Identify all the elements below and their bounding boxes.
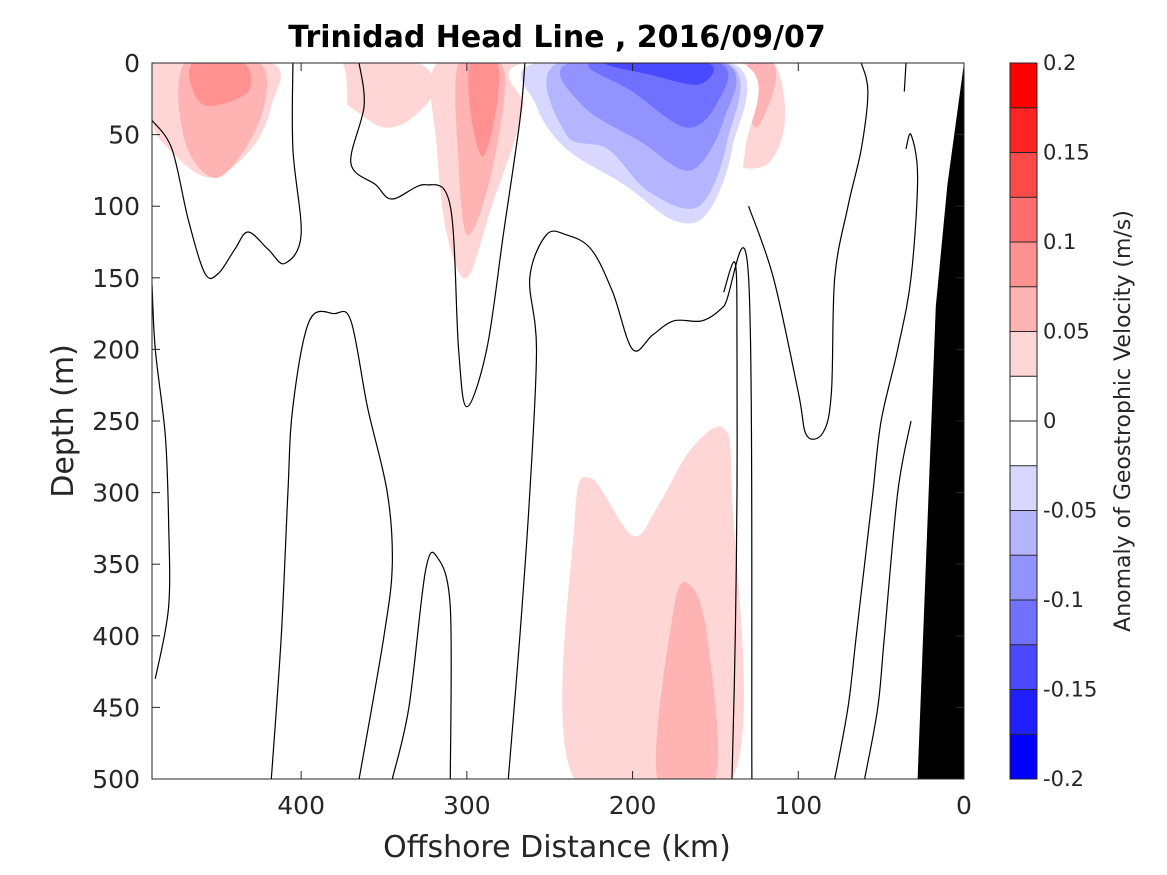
colorbar-swatch [1010, 376, 1037, 422]
y-axis-label: Depth (m) [46, 344, 81, 498]
zero-contour-line [834, 133, 919, 779]
colorbar-tick-label: -0.1 [1043, 588, 1084, 612]
colorbar-swatch [1010, 734, 1037, 780]
negative-velocity-region [297, 63, 348, 247]
y-tick-label: 500 [92, 765, 140, 794]
x-tick-label: 300 [443, 791, 491, 820]
colorbar-swatch [1010, 197, 1037, 243]
x-tick-label: 200 [609, 791, 657, 820]
zero-contour-line [748, 63, 869, 440]
colorbar-swatch [1010, 600, 1037, 646]
colorbar-tick-label: 0.2 [1043, 51, 1076, 75]
zero-contour-line [152, 284, 171, 679]
negative-velocity-region [192, 563, 214, 723]
zero-contour-line [152, 63, 302, 280]
zero-contour-line [723, 261, 738, 779]
colorbar-tick-label: 0.05 [1043, 320, 1090, 344]
colorbar-swatch [1010, 510, 1037, 556]
plot-area [152, 63, 964, 779]
zero-contour-line [391, 551, 452, 779]
colorbar-swatch [1010, 421, 1037, 467]
colorbar-swatch [1010, 152, 1037, 198]
colorbar: -0.2 -0.15 -0.1 -0.05 0 0.05 0.1 0.15 0.2 [1009, 51, 1097, 791]
y-tick-label: 0 [124, 49, 140, 78]
zero-contour-line [270, 310, 393, 779]
x-axis-label: Offshore Distance (km) [383, 830, 731, 865]
y-tick-label: 250 [92, 407, 140, 436]
zero-contour-line [507, 230, 753, 779]
colorbar-tick-label: 0 [1043, 409, 1056, 433]
zero-contour-line [903, 63, 907, 92]
zero-contour-line [864, 420, 912, 779]
colorbar-tick-label: -0.15 [1043, 678, 1097, 702]
colorbar-swatch [1010, 242, 1037, 288]
x-tick-label: 100 [774, 791, 822, 820]
x-tick-label: 400 [277, 791, 325, 820]
chart-title: Trinidad Head Line , 2016/09/07 [288, 20, 825, 55]
colorbar-swatch [1010, 63, 1037, 109]
colorbar-label: Anomaly of Geostrophic Velocity (m/s) [1111, 210, 1136, 632]
colorbar-swatch [1010, 689, 1037, 735]
y-tick-label: 200 [92, 335, 140, 364]
seafloor-shape [917, 63, 964, 779]
positive-velocity-region [655, 581, 719, 779]
positive-velocity-region [189, 63, 252, 106]
colorbar-tick-label: -0.2 [1043, 767, 1084, 791]
colorbar-swatch [1010, 465, 1037, 511]
colorbar-swatch [1010, 555, 1037, 601]
negative-velocity-region [445, 391, 496, 779]
colorbar-swatch [1010, 644, 1037, 690]
y-tick-label: 300 [92, 479, 140, 508]
x-axis: 400 300 200 100 0 [277, 63, 972, 820]
colorbar-swatch [1010, 107, 1037, 153]
colorbar-tick-label: -0.05 [1043, 499, 1097, 523]
positive-velocity-region [468, 63, 500, 157]
negative-velocity-region [806, 706, 825, 779]
y-tick-label: 150 [92, 264, 140, 293]
colorbar-swatch [1010, 286, 1037, 332]
bathymetry [917, 63, 964, 779]
positive-velocity-region [327, 63, 435, 128]
colorbar-tick-label: 0.1 [1043, 230, 1076, 254]
y-tick-label: 350 [92, 550, 140, 579]
colorbar-tick-label: 0.15 [1043, 141, 1090, 165]
zero-contour-line [350, 63, 526, 408]
y-axis: 0 50 100 150 200 250 300 350 400 450 500 [92, 49, 964, 794]
velocity-fills [152, 63, 825, 779]
y-tick-label: 100 [92, 192, 140, 221]
zero-contours [152, 63, 919, 779]
y-tick-label: 400 [92, 622, 140, 651]
x-tick-label: 0 [956, 791, 972, 820]
y-tick-label: 450 [92, 693, 140, 722]
y-tick-label: 50 [108, 121, 140, 150]
colorbar-swatch [1010, 331, 1037, 377]
